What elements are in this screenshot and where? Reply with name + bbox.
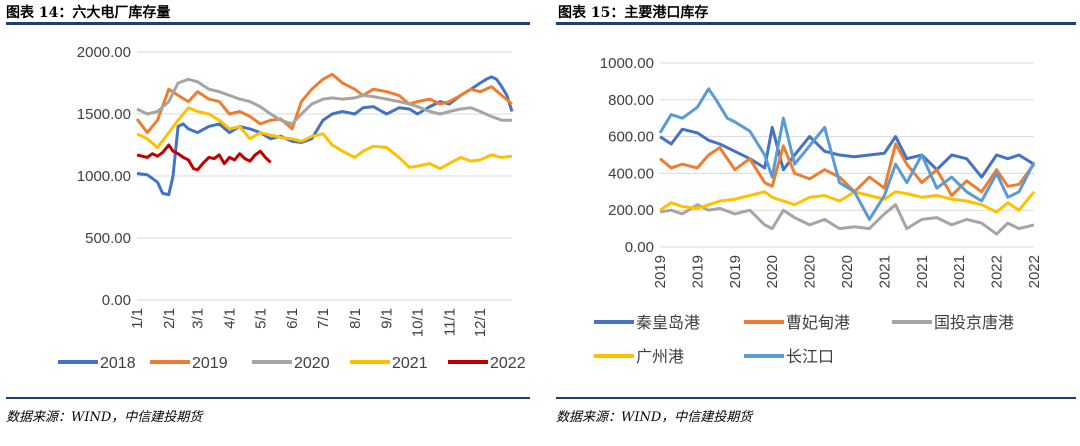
y-tick-label: 600.00: [608, 129, 654, 146]
x-tick-label: 2/1: [161, 308, 178, 329]
series-line-国投京唐港: [659, 203, 1035, 236]
left-chart: 0.00 500.00 1000.00 1500.00 2000.00 1/1 2/1 3/1…: [58, 44, 526, 372]
x-tick-label: 2021: [914, 255, 931, 288]
right-chart: 0.00 200.00 400.00 600.00 800.00 1000.00 2019 2…: [594, 55, 1043, 366]
left-bottom-rule: [6, 397, 530, 399]
series-line-2021: [136, 106, 513, 171]
y-tick-label: 500.00: [85, 230, 131, 247]
y-tick-label: 0.00: [625, 239, 654, 256]
x-tick-label: 5/1: [252, 308, 269, 329]
legend-label: 广州港: [636, 348, 684, 366]
y-tick-label: 200.00: [608, 202, 654, 219]
x-tick-label: 2019: [727, 255, 744, 288]
y-tick-label: 1000.00: [600, 55, 654, 72]
y-tick-label: 800.00: [608, 92, 654, 109]
left-source: 数据来源：WIND，中信建投期货: [6, 410, 203, 425]
left-chart-title: 图表 14：六大电厂库存量: [6, 5, 171, 21]
y-tick-label: 1000.00: [77, 168, 131, 185]
x-tick-label: 2022: [989, 255, 1006, 288]
x-tick-label: 9/1: [379, 308, 396, 329]
series-line-秦皇岛港: [659, 125, 1035, 179]
left-title-rule: [6, 22, 530, 25]
x-tick-label: 1/1: [129, 308, 146, 329]
x-tick-label: 2022: [1026, 255, 1043, 288]
y-tick-label: 1500.00: [77, 106, 131, 123]
legend-label: 2019: [192, 355, 228, 372]
x-tick-label: 6/1: [284, 308, 301, 329]
right-title-rule: [556, 22, 1076, 25]
right-chart-title: 图表 15：主要港口库存: [558, 5, 709, 21]
y-tick-label: 0.00: [102, 292, 131, 309]
series-line-2022: [136, 143, 272, 172]
series-line-长江口: [658, 87, 1036, 221]
legend-label: 2022: [490, 355, 526, 372]
series-line-2020: [136, 77, 512, 126]
legend-label: 秦皇岛港: [636, 314, 700, 332]
x-tick-label: 10/1: [409, 308, 426, 337]
legend-label: 2020: [294, 355, 330, 372]
x-tick-label: 2021: [876, 255, 893, 288]
series-line-广州港: [659, 190, 1036, 214]
legend-label: 长江口: [786, 348, 834, 366]
x-tick-label: 2020: [802, 255, 819, 288]
x-tick-label: 2019: [689, 255, 706, 288]
x-tick-label: 4/1: [221, 308, 238, 329]
legend-label: 国投京唐港: [934, 314, 1014, 332]
x-tick-label: 2019: [652, 255, 669, 288]
legend-label: 2021: [392, 355, 428, 372]
x-tick-label: 2020: [839, 255, 856, 288]
x-tick-label: 2021: [951, 255, 968, 288]
right-source: 数据来源：WIND，中信建投期货: [556, 410, 753, 425]
series-line-2019: [135, 72, 513, 135]
legend-label: 曹妃甸港: [786, 314, 850, 332]
x-tick-label: 3/1: [190, 308, 207, 329]
x-tick-label: 2020: [764, 255, 781, 288]
y-tick-label: 2000.00: [77, 44, 131, 61]
legend-label: 2018: [100, 355, 136, 372]
x-tick-label: 8/1: [347, 308, 364, 329]
right-bottom-rule: [556, 397, 1076, 399]
x-tick-label: 11/1: [441, 308, 458, 336]
x-tick-label: 7/1: [315, 308, 332, 329]
y-tick-label: 400.00: [608, 165, 654, 182]
x-tick-label: 12/1: [472, 308, 489, 337]
